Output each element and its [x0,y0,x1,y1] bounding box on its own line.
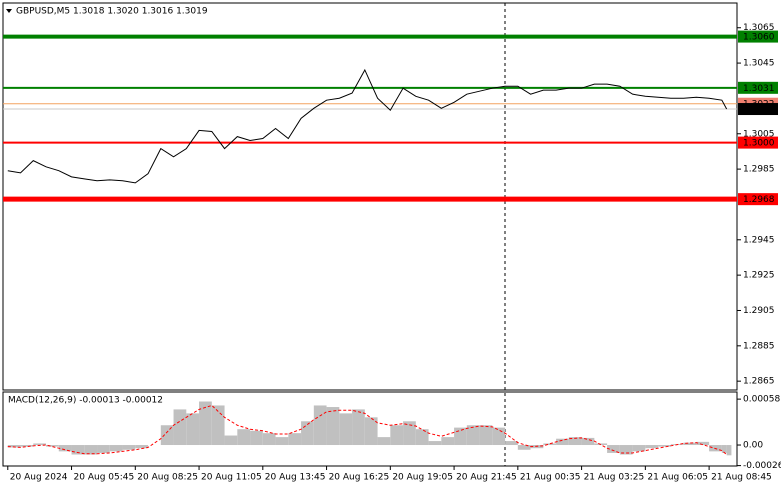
macd-bar [683,442,697,446]
panel-frame [2,2,738,391]
macd-bar [237,429,251,446]
y-tick-label: 1.2925 [743,271,775,281]
macd-bar [109,445,123,452]
macd-bar [46,445,59,447]
x-tick-label: 20 Aug 05:45 [74,473,135,483]
x-tick-label: 21 Aug 06:05 [647,473,708,483]
level-label: 1.3000 [743,139,775,149]
level-label-bg [738,103,778,116]
macd-bar [441,437,455,446]
macd-bar [199,401,212,446]
x-tick-label: 21 Aug 03:25 [584,473,645,483]
macd-bar [173,409,187,446]
macd-bar [58,445,72,452]
macd-bar [645,445,659,449]
level-label: 1.2968 [743,195,775,205]
macd-bar [364,417,378,446]
macd-bar [97,445,110,453]
macd-bar [20,445,34,447]
x-tick-label: 20 Aug 2024 [10,473,68,483]
macd-bar [721,445,727,453]
signal-line [7,404,727,455]
y-tick-label: -0.00026 [743,461,781,471]
y-tick-label: 1.3065 [743,23,775,33]
macd-bar [211,405,225,446]
x-tick-label: 20 Aug 13:45 [265,473,326,483]
level-label-bg [738,81,778,94]
macd-bar [122,445,136,450]
macd-bar [288,433,302,446]
macd-bar [492,427,506,446]
y-tick-label: 1.3005 [743,129,775,139]
level-label: 1.3019 [743,105,775,115]
macd-bar [326,407,340,446]
macd-bar [607,445,620,453]
macd-bar [352,409,365,446]
macd-bar [466,425,480,446]
macd-bar [160,425,174,446]
macd-bar [517,445,531,450]
price-line [7,68,728,184]
macd-bar [632,445,646,452]
macd-bar [377,437,391,446]
macd-bar [543,443,557,446]
macd-bar [428,441,442,446]
panel-title: MACD(12,26,9) -0.00013 -0.00012 [8,396,163,406]
macd-bar [275,437,289,446]
panel-title: GBPUSD,M5 1.3018 1.3020 1.3016 1.3019 [16,7,208,17]
y-tick-label: 1.3045 [743,59,775,69]
macd-bar [224,435,238,446]
level-label-bg [738,136,778,149]
macd-bar [186,413,200,446]
macd-bar [726,445,732,456]
macd-bar [262,433,276,446]
macd-bar [33,443,47,446]
macd-bar [696,441,710,446]
macd-bar [581,437,595,446]
x-tick-label: 21 Aug 00:35 [520,473,581,483]
y-tick-label: 1.2985 [743,165,775,175]
macd-bar [479,425,493,446]
x-tick-label: 20 Aug 16:25 [329,473,390,483]
panel-frame [2,391,738,467]
x-tick-label: 20 Aug 19:05 [392,473,453,483]
macd-bar [339,413,353,446]
y-tick-label: 1.2865 [743,377,775,387]
menu-arrow [6,9,12,13]
level-label-bg [738,30,778,43]
macd-bar [403,421,416,446]
macd-bar [415,429,429,446]
level-label: 1.3060 [743,33,775,43]
x-tick-label: 21 Aug 08:45 [711,473,772,483]
macd-bar [313,405,327,446]
level-label: 1.3031 [743,84,775,94]
macd-bar [556,438,569,446]
x-tick-label: 20 Aug 08:25 [137,473,198,483]
macd-bar [390,425,404,446]
macd-bar [619,445,633,455]
macd-bar [568,437,582,446]
y-tick-label: 0.00058 [743,395,780,405]
x-tick-label: 20 Aug 11:05 [201,473,262,483]
macd-bar [505,441,518,446]
y-tick-label: 1.2905 [743,306,775,316]
level-label-bg [738,193,778,206]
macd-bar [71,445,85,455]
y-tick-label: 1.2885 [743,341,775,351]
macd-bar [658,445,671,447]
macd-bar [250,430,263,446]
macd-bar [135,445,149,449]
y-tick-label: 1.2945 [743,235,775,245]
y-tick-label: 0.00 [743,441,763,451]
macd-bar [7,445,21,448]
macd-bar [454,427,467,446]
x-tick-label: 20 Aug 21:45 [456,473,517,483]
macd-bar [84,445,98,455]
